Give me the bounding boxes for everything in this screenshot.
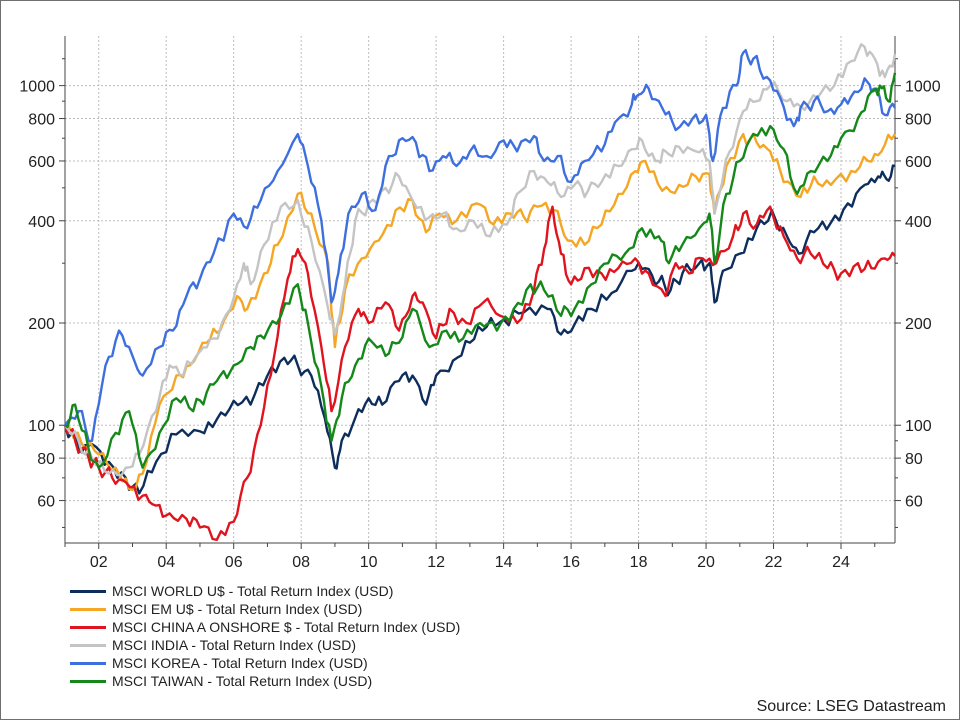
legend-item: MSCI EM U$ - Total Return Index (USD) — [70, 600, 460, 618]
series-line — [63, 164, 896, 495]
legend-label: MSCI INDIA - Total Return Index (USD) — [112, 637, 357, 653]
legend-swatch — [70, 607, 106, 611]
y-tick-label-left: 1000 — [19, 79, 55, 96]
x-tick-label: 02 — [90, 554, 108, 571]
y-tick-label-left: 800 — [28, 112, 55, 129]
series-line — [64, 43, 897, 477]
series-line — [64, 72, 897, 469]
legend-label: MSCI KOREA - Total Return Index (USD) — [112, 655, 368, 671]
legend-swatch — [70, 643, 106, 647]
y-tick-label-left: 60 — [37, 494, 55, 511]
y-tick-label-right: 600 — [905, 154, 932, 171]
y-tick-label-right: 60 — [905, 494, 923, 511]
legend-swatch — [70, 661, 106, 665]
series-line — [63, 205, 896, 541]
x-tick-label: 24 — [832, 554, 850, 571]
y-tick-label-left: 100 — [28, 418, 55, 435]
legend-item: MSCI TAIWAN - Total Return Index (USD) — [70, 672, 460, 690]
x-tick-label: 20 — [697, 554, 715, 571]
grid-lines — [65, 36, 895, 543]
x-tick-label: 08 — [292, 554, 310, 571]
source-note: Source: LSEG Datastream — [756, 698, 946, 715]
legend-item: MSCI CHINA A ONSHORE $ - Total Return In… — [70, 618, 460, 636]
legend: MSCI WORLD U$ - Total Return Index (USD)… — [70, 582, 460, 690]
series-lines — [63, 43, 897, 541]
legend-swatch — [70, 625, 106, 629]
legend-item: MSCI KOREA - Total Return Index (USD) — [70, 654, 460, 672]
legend-label: MSCI CHINA A ONSHORE $ - Total Return In… — [112, 619, 461, 635]
legend-label: MSCI EM U$ - Total Return Index (USD) — [112, 601, 363, 617]
x-tick-label: 14 — [495, 554, 513, 571]
legend-label: MSCI WORLD U$ - Total Return Index (USD) — [112, 583, 394, 599]
legend-label: MSCI TAIWAN - Total Return Index (USD) — [112, 673, 373, 689]
legend-swatch — [70, 589, 106, 593]
y-tick-label-left: 80 — [37, 451, 55, 468]
y-tick-label-right: 800 — [905, 112, 932, 129]
axes: 02 04 06 08 10 12 14 16 18 20 22 24 60 60 80 80 100 100 20… — [19, 36, 941, 571]
legend-item: MSCI WORLD U$ - Total Return Index (USD) — [70, 582, 460, 600]
legend-swatch — [70, 679, 106, 683]
x-tick-label: 06 — [225, 554, 243, 571]
x-tick-label: 16 — [562, 554, 580, 571]
y-tick-label-left: 600 — [28, 154, 55, 171]
y-tick-label-left: 400 — [28, 214, 55, 231]
x-tick-label: 10 — [360, 554, 378, 571]
series-line — [64, 132, 896, 492]
series-line — [64, 49, 897, 443]
x-tick-label: 22 — [765, 554, 783, 571]
y-tick-label-right: 100 — [905, 418, 932, 435]
x-tick-label: 04 — [157, 554, 175, 571]
y-tick-label-right: 400 — [905, 214, 932, 231]
legend-item: MSCI INDIA - Total Return Index (USD) — [70, 636, 460, 654]
y-tick-label-left: 200 — [28, 316, 55, 333]
x-tick-label: 18 — [630, 554, 648, 571]
x-tick-label: 12 — [427, 554, 445, 571]
y-tick-label-right: 200 — [905, 316, 932, 333]
y-tick-label-right: 80 — [905, 451, 923, 468]
y-tick-label-right: 1000 — [905, 79, 941, 96]
